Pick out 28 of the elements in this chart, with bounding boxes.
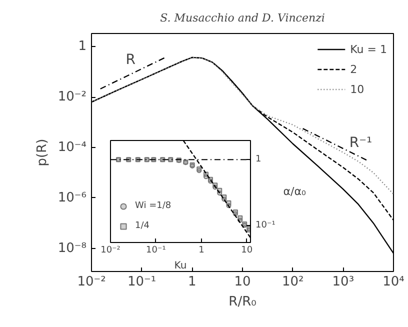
legend-label: Ku = 1 [350, 42, 387, 56]
y-tick-label: 10⁻⁸ [58, 240, 87, 256]
y-axis-title: α/α₀ [283, 185, 307, 198]
legend-label: 2 [350, 62, 358, 76]
legend-label: Wi =1/8 [135, 201, 172, 211]
x-tick-label: 10² [282, 274, 304, 290]
legend-label: 1/4 [135, 221, 150, 231]
x-tick-label: 10⁴ [382, 274, 404, 290]
x-tick-label: 1 [198, 246, 204, 256]
x-tick-label: 1 [188, 274, 196, 290]
x-axis-title: Ku [174, 260, 187, 272]
x-tick-label: 10³ [332, 274, 354, 290]
chart-title: S. Musacchio and D. Vincenzi [160, 12, 325, 24]
x-tick-label: 10⁻¹ [146, 246, 166, 256]
y-tick-label: 10⁻⁶ [58, 190, 87, 206]
y-axis-title: p(R) [34, 138, 50, 166]
x-axis-title: R/R₀ [228, 294, 256, 310]
x-tick-label: 10 [241, 246, 253, 256]
y-tick-label: 1 [78, 39, 87, 54]
x-tick-label: 10 [234, 274, 251, 290]
x-tick-label: 10⁻² [100, 246, 121, 256]
annotation: R [126, 52, 136, 68]
x-tick-label: 10⁻² [77, 274, 106, 290]
y-tick-label: 10⁻² [58, 90, 87, 104]
annotation: R⁻¹ [349, 135, 372, 152]
y-tick-label: 10⁻⁴ [58, 140, 87, 155]
legend-label: 10 [350, 82, 366, 96]
x-tick-label: 10⁻¹ [128, 274, 156, 290]
